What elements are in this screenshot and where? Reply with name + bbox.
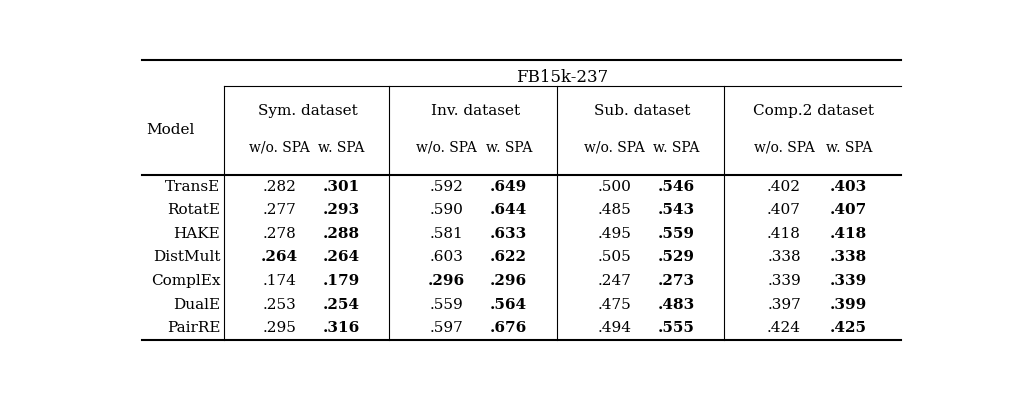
Text: .397: .397 (768, 298, 801, 312)
Text: .622: .622 (490, 251, 527, 265)
Text: .500: .500 (597, 179, 631, 194)
Text: Sym. dataset: Sym. dataset (258, 104, 358, 118)
Text: .282: .282 (263, 179, 296, 194)
Text: Sub. dataset: Sub. dataset (595, 104, 691, 118)
Text: .546: .546 (658, 179, 695, 194)
Text: .179: .179 (322, 274, 360, 288)
Text: PairRE: PairRE (167, 322, 220, 335)
Text: Comp.2 dataset: Comp.2 dataset (753, 104, 875, 118)
Text: .495: .495 (597, 227, 631, 241)
Text: .273: .273 (658, 274, 695, 288)
Text: DistMult: DistMult (153, 251, 220, 265)
Text: .339: .339 (830, 274, 868, 288)
Text: .559: .559 (430, 298, 464, 312)
Text: w/o. SPA: w/o. SPA (248, 141, 310, 154)
Text: .264: .264 (323, 251, 360, 265)
Text: .296: .296 (428, 274, 466, 288)
Text: .485: .485 (597, 203, 631, 217)
Text: .339: .339 (768, 274, 801, 288)
Text: .288: .288 (323, 227, 360, 241)
Text: .649: .649 (490, 179, 527, 194)
Text: w. SPA: w. SPA (318, 141, 365, 154)
Text: .603: .603 (430, 251, 464, 265)
Text: .644: .644 (490, 203, 527, 217)
Text: w/o. SPA: w/o. SPA (753, 141, 814, 154)
Text: .402: .402 (767, 179, 801, 194)
Text: .296: .296 (490, 274, 527, 288)
Text: .338: .338 (768, 251, 801, 265)
Text: .529: .529 (658, 251, 695, 265)
Text: Inv. dataset: Inv. dataset (430, 104, 520, 118)
Text: .301: .301 (322, 179, 360, 194)
Text: .403: .403 (830, 179, 868, 194)
Text: HAKE: HAKE (174, 227, 220, 241)
Text: .254: .254 (323, 298, 360, 312)
Text: .475: .475 (597, 298, 631, 312)
Text: .247: .247 (597, 274, 631, 288)
Text: .425: .425 (830, 322, 868, 335)
Text: .293: .293 (323, 203, 360, 217)
Text: .264: .264 (261, 251, 298, 265)
Text: .676: .676 (490, 322, 527, 335)
Text: .483: .483 (658, 298, 695, 312)
Text: w. SPA: w. SPA (486, 141, 532, 154)
Text: .543: .543 (658, 203, 695, 217)
Text: .407: .407 (830, 203, 868, 217)
Text: FB15k-237: FB15k-237 (516, 69, 609, 86)
Text: .559: .559 (658, 227, 695, 241)
Text: .174: .174 (263, 274, 296, 288)
Text: .277: .277 (263, 203, 296, 217)
Text: ComplEx: ComplEx (150, 274, 220, 288)
Text: .633: .633 (490, 227, 527, 241)
Text: w. SPA: w. SPA (825, 141, 872, 154)
Text: .505: .505 (597, 251, 631, 265)
Text: DualE: DualE (173, 298, 220, 312)
Text: TransE: TransE (165, 179, 220, 194)
Text: RotatE: RotatE (168, 203, 220, 217)
Text: Model: Model (145, 123, 194, 137)
Text: w/o. SPA: w/o. SPA (416, 141, 477, 154)
Text: .590: .590 (430, 203, 464, 217)
Text: .581: .581 (430, 227, 464, 241)
Text: .418: .418 (830, 227, 868, 241)
Text: .564: .564 (490, 298, 527, 312)
Text: .316: .316 (322, 322, 360, 335)
Text: .338: .338 (830, 251, 868, 265)
Text: w/o. SPA: w/o. SPA (584, 141, 644, 154)
Text: .295: .295 (263, 322, 296, 335)
Text: .597: .597 (430, 322, 464, 335)
Text: .278: .278 (263, 227, 296, 241)
Text: .494: .494 (597, 322, 631, 335)
Text: .407: .407 (767, 203, 801, 217)
Text: .399: .399 (830, 298, 868, 312)
Text: .555: .555 (658, 322, 695, 335)
Text: w. SPA: w. SPA (652, 141, 699, 154)
Text: .592: .592 (430, 179, 464, 194)
Text: .418: .418 (767, 227, 801, 241)
Text: .253: .253 (263, 298, 296, 312)
Text: .424: .424 (767, 322, 801, 335)
